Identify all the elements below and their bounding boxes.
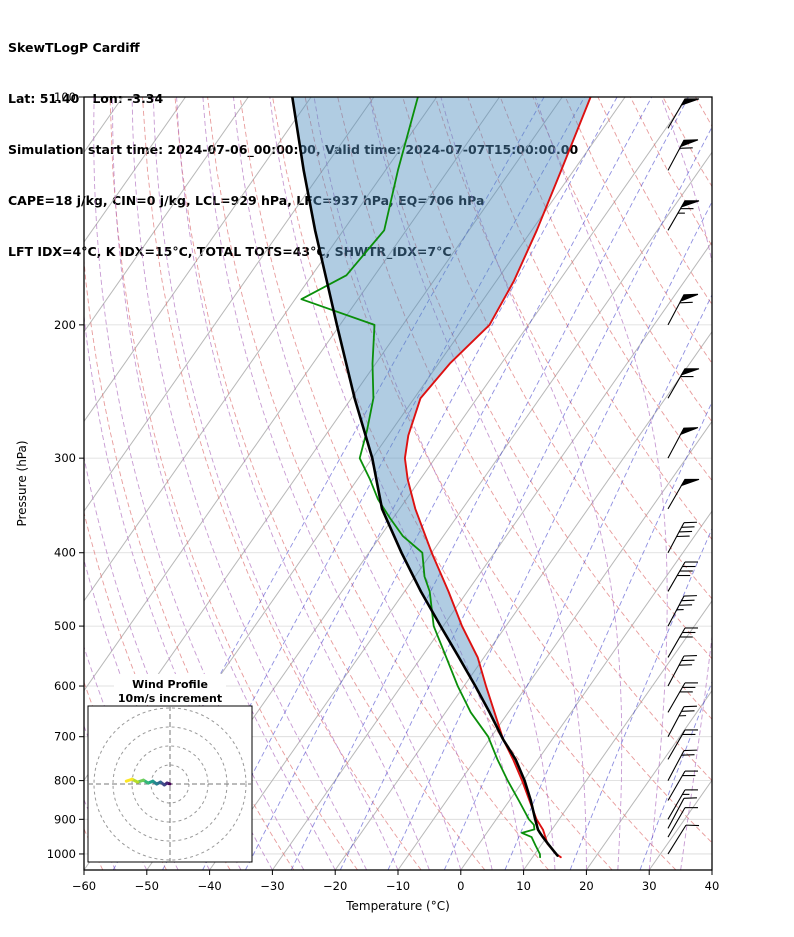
y-tick-label: 1000 bbox=[47, 847, 76, 861]
x-tick-label: −10 bbox=[386, 879, 410, 893]
y-tick-label: 700 bbox=[54, 730, 76, 744]
hodograph-ring bbox=[93, 707, 247, 861]
hodograph-subtitle: 10m/s increment bbox=[118, 692, 222, 705]
x-tick-label: −40 bbox=[197, 879, 221, 893]
x-tick-label: 20 bbox=[579, 879, 594, 893]
temperature-curve bbox=[403, 97, 592, 859]
hodograph-title-bg bbox=[114, 674, 226, 705]
x-tick-label: −60 bbox=[72, 879, 96, 893]
x-tick-label: −30 bbox=[260, 879, 284, 893]
x-tick-label: 30 bbox=[642, 879, 657, 893]
isotherms bbox=[84, 97, 712, 870]
hodograph-trace-segment bbox=[124, 777, 134, 783]
y-tick-label: 600 bbox=[54, 679, 76, 693]
x-tick-label: 0 bbox=[457, 879, 464, 893]
y-tick-label: 400 bbox=[54, 546, 76, 560]
cape-shading bbox=[292, 97, 591, 740]
plot-area bbox=[84, 97, 712, 870]
y-tick-label: 200 bbox=[54, 318, 76, 332]
header-line-times: Simulation start time: 2024-07-06_00:00:… bbox=[8, 142, 579, 157]
x-axis-title: Temperature (°C) bbox=[345, 899, 450, 913]
x-tick-label: 40 bbox=[705, 879, 720, 893]
parcel-curve bbox=[291, 97, 559, 857]
x-tick-label: −50 bbox=[135, 879, 159, 893]
hodograph-title: Wind Profile bbox=[132, 678, 208, 691]
y-tick-label: 100 bbox=[54, 90, 76, 104]
y-axis-title: Pressure (hPa) bbox=[15, 440, 29, 526]
header-line-title: SkewTLogP Cardiff bbox=[8, 40, 140, 55]
y-tick-label: 500 bbox=[54, 619, 76, 633]
dewpoint-curve bbox=[300, 97, 541, 859]
wind-barbs bbox=[667, 98, 700, 855]
x-tick-label: 10 bbox=[516, 879, 531, 893]
y-tick-label: 800 bbox=[54, 774, 76, 788]
x-tick-label: −20 bbox=[323, 879, 347, 893]
header-block: SkewTLogP Cardiff Lat: 51.40 Lon: -3.34 … bbox=[8, 5, 578, 277]
dry-adiabats bbox=[84, 97, 712, 870]
y-tick-label: 900 bbox=[54, 812, 76, 826]
header-line-latlon: Lat: 51.40 Lon: -3.34 bbox=[8, 91, 164, 106]
y-tick-label: 300 bbox=[54, 451, 76, 465]
